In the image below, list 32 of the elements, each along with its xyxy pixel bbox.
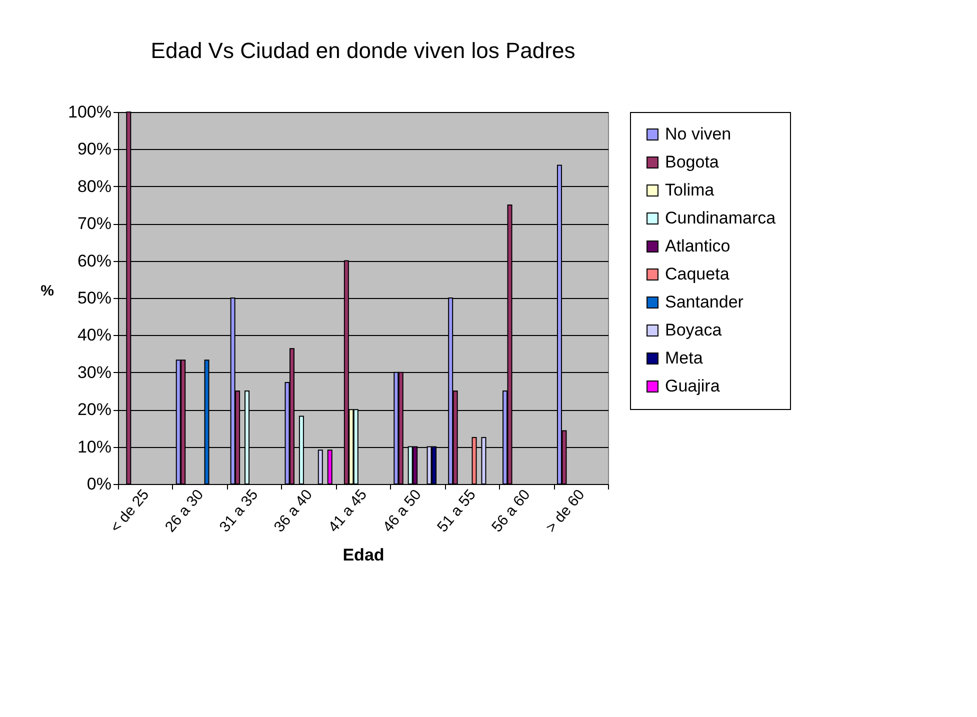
- x-tick-label: 46 a 50: [380, 486, 425, 536]
- legend-label: Guajira: [665, 376, 720, 396]
- y-tick-label: 30%: [77, 362, 112, 382]
- x-tick-label: 41 a 45: [325, 486, 370, 536]
- x-tick-label: 31 a 35: [216, 486, 262, 536]
- x-tick-label: 56 a 60: [488, 486, 534, 536]
- legend-label: Tolima: [665, 180, 715, 200]
- y-tick-label: 0%: [86, 474, 112, 494]
- legend-label: No viven: [665, 124, 732, 144]
- x-axis-title: Edad: [342, 545, 384, 564]
- legend-label: Meta: [665, 348, 704, 368]
- legend-label: Cundinamarca: [665, 208, 776, 228]
- y-axis-title: %: [40, 282, 54, 300]
- y-tick-label: 20%: [77, 400, 112, 420]
- y-tick-label: 100%: [68, 102, 112, 122]
- y-tick-label: 10%: [77, 437, 112, 456]
- y-tick-label: 40%: [77, 326, 112, 345]
- x-tick-label: 36 a 40: [270, 486, 316, 536]
- legend-label: Caqueta: [665, 264, 730, 284]
- x-tick-label: 26 a 30: [162, 486, 208, 536]
- legend-label: Santander: [665, 292, 744, 312]
- y-tick-label: 70%: [77, 214, 112, 234]
- y-tick-label: 50%: [77, 288, 112, 308]
- legend-label: Atlantico: [665, 236, 730, 256]
- y-tick-label: 80%: [77, 176, 112, 196]
- chart-title: Edad Vs Ciudad en donde viven los Padres: [150, 38, 576, 63]
- y-tick-label: 90%: [77, 140, 112, 159]
- x-tick-label: > de 60: [542, 486, 588, 536]
- legend-label: Boyaca: [665, 320, 722, 340]
- x-tick-label: 51 a 55: [434, 486, 480, 536]
- legend-label: Bogota: [665, 152, 720, 172]
- y-tick-label: 60%: [77, 251, 112, 270]
